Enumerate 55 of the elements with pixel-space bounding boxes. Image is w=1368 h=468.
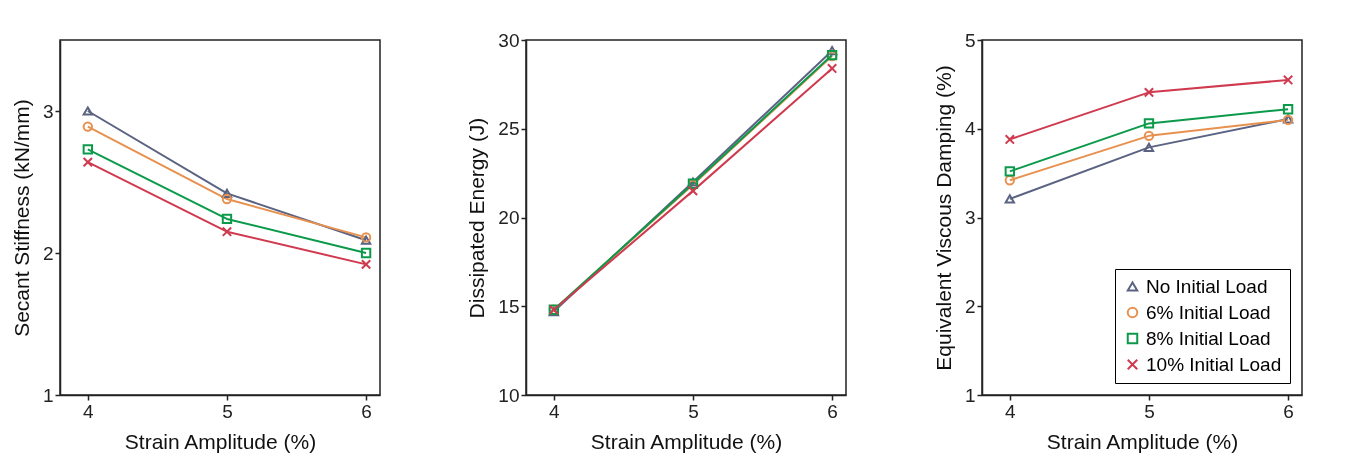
- y-axis-title: Secant Stiffness (kN/mm): [9, 99, 33, 337]
- y-tick-label: 3: [964, 207, 976, 228]
- point: [1004, 134, 1016, 145]
- point: [82, 144, 94, 155]
- y-tick-label: 3: [42, 100, 54, 122]
- x-tick-label: 6: [1283, 400, 1294, 422]
- point: [82, 121, 94, 132]
- point: [1143, 130, 1155, 142]
- point: [221, 188, 233, 198]
- x-tick-label: 4: [549, 400, 561, 422]
- point: [82, 156, 94, 168]
- point: [1282, 74, 1294, 86]
- y-tick-label: 10: [498, 384, 520, 406]
- y-tick-label: 15: [498, 295, 520, 317]
- point: [1282, 104, 1294, 115]
- point: [687, 185, 699, 197]
- y-tick-label: 1: [42, 384, 54, 406]
- x-tick-label: 5: [222, 400, 233, 422]
- y-axis-title: Dissipated Energy (J): [465, 117, 489, 319]
- x-tick-label: 5: [1144, 400, 1155, 422]
- x-tick-label: 5: [688, 400, 699, 422]
- y-axis-title: Equivalent Viscous Damping (%): [931, 65, 955, 371]
- legend-label: 10% Initial Load: [1146, 353, 1282, 375]
- x-tick-label: 6: [361, 400, 372, 422]
- x-axis-title: Strain Amplitude (%): [1046, 429, 1239, 453]
- y-tick-label: 30: [498, 29, 520, 51]
- legend-label: No Initial Load: [1146, 275, 1268, 297]
- y-tick-label: 20: [498, 207, 520, 228]
- y-tick-label: 2: [964, 295, 976, 317]
- x-axis-title: Strain Amplitude (%): [590, 429, 783, 453]
- y-tick-label: 5: [964, 29, 976, 51]
- point: [360, 259, 372, 270]
- point: [221, 226, 233, 237]
- y-tick-label: 4: [964, 118, 976, 140]
- point: [221, 213, 233, 225]
- legend-label: 6% Initial Load: [1146, 301, 1271, 323]
- x-tick-label: 4: [1005, 400, 1017, 422]
- y-tick-label: 1: [964, 384, 976, 406]
- x-axis-title: Strain Amplitude (%): [124, 429, 317, 453]
- y-tick-label: 25: [498, 118, 520, 140]
- point: [221, 193, 233, 205]
- point: [1004, 166, 1016, 177]
- point: [826, 63, 838, 74]
- point: [1004, 175, 1016, 186]
- point: [1004, 194, 1016, 204]
- point: [1143, 118, 1155, 129]
- point: [82, 106, 94, 116]
- x-tick-label: 4: [83, 400, 95, 422]
- legend-label: 8% Initial Load: [1146, 327, 1271, 349]
- x-tick-label: 6: [827, 400, 838, 422]
- point: [360, 247, 372, 259]
- point: [1143, 87, 1155, 98]
- point: [826, 46, 838, 56]
- y-tick-label: 2: [42, 242, 54, 264]
- point: [1143, 142, 1155, 153]
